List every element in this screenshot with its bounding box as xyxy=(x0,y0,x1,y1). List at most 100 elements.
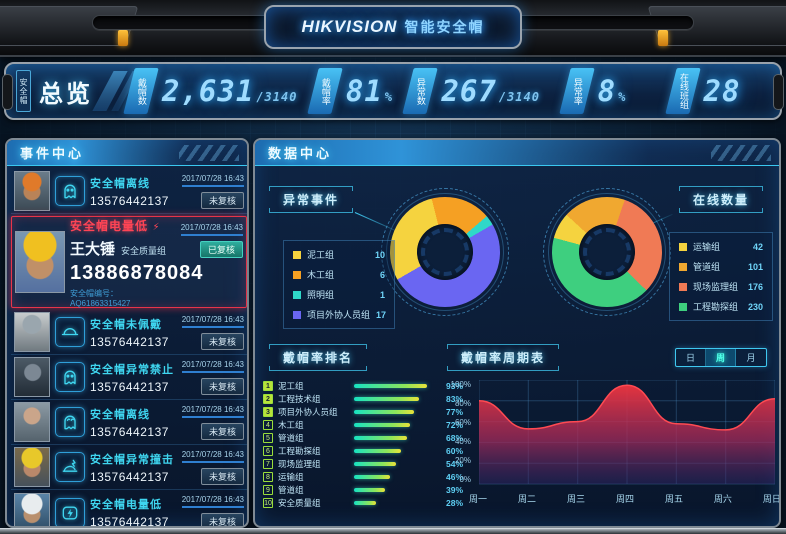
event-time: 2017/07/28 16:43 xyxy=(181,450,244,463)
rank-percent: 93% xyxy=(445,381,463,391)
rank-group-label: 项目外协人员组 xyxy=(278,407,338,417)
rank-percent: 39% xyxy=(445,485,463,495)
abnormal-donut-chart xyxy=(381,188,509,316)
period-label: 戴帽率周期表 xyxy=(447,344,560,371)
review-button[interactable]: 未复核 xyxy=(200,377,244,395)
event-row[interactable]: 安全帽异常禁止 13576442137 2017/07/28 16:43 未复核 xyxy=(11,355,247,400)
stat-value: 2,631/3140 xyxy=(162,74,298,108)
rank-percent: 72% xyxy=(445,420,463,430)
donut-tick-ring xyxy=(421,228,469,276)
event-title: 安全帽电量低 xyxy=(90,499,162,511)
lightning-icon: ⚡ xyxy=(152,221,160,233)
rank-number: 3 xyxy=(263,407,273,417)
legend-item[interactable]: 照明组 1 xyxy=(293,288,385,301)
overview-side-label: 安全帽 xyxy=(16,70,31,112)
online-donut-chart xyxy=(543,188,671,316)
rank-bar xyxy=(354,397,419,401)
event-phone: 13576442137 xyxy=(90,469,169,484)
ranking-row: 1 泥工组 93% xyxy=(263,380,463,392)
event-phone: 13576442137 xyxy=(90,193,169,208)
rank-number: 10 xyxy=(263,498,273,508)
rank-bar-track xyxy=(354,501,432,505)
abnormal-legend: 泥工组 10 木工组 6 照明组 1 项目外协人员组 17 xyxy=(283,240,395,329)
helmet-rate-ranking-chart: 1 泥工组 93% 2 工程技术组 83% 3 项目外协人员组 77% 4 木工组 72% 5 管道组 68… xyxy=(263,380,463,509)
overview-title: 总览 xyxy=(39,80,93,108)
rank-group-label: 木工组 xyxy=(278,420,304,430)
event-center-panel: 事件中心 安全帽离线 13576442137 2017/07/28 16:43 … xyxy=(5,138,249,528)
rank-bar xyxy=(354,475,391,479)
frame-slot-left xyxy=(92,15,272,30)
stat-label-tag: 戴帽数 xyxy=(123,68,159,114)
legend-value: 42 xyxy=(752,241,763,252)
legend-label: 管道组 xyxy=(693,262,721,272)
legend-label: 泥工组 xyxy=(307,250,335,260)
stat-value: 8% xyxy=(597,74,627,108)
rank-percent: 83% xyxy=(445,394,463,404)
review-button[interactable]: 已复核 xyxy=(199,241,243,258)
event-time: 2017/07/28 16:43 xyxy=(181,405,244,418)
stat-helmet-rate: 戴帽率 81% xyxy=(297,68,408,114)
stat-label: 异常数 xyxy=(415,77,426,105)
y-tick: 100% xyxy=(450,380,471,389)
stat-suffix: % xyxy=(618,90,627,104)
legend-item[interactable]: 管道组 101 xyxy=(679,260,763,273)
ranking-row: 6 工程勘探组 60% xyxy=(263,445,463,457)
legend-value: 101 xyxy=(747,261,763,272)
rank-percent: 60% xyxy=(445,446,463,456)
review-button[interactable]: 未复核 xyxy=(200,332,244,350)
review-button[interactable]: 未复核 xyxy=(200,191,244,209)
tab-month[interactable]: 月 xyxy=(746,353,756,363)
tab-day[interactable]: 日 xyxy=(676,349,706,366)
rank-group-label: 工程技术组 xyxy=(278,394,321,404)
y-tick: 40% xyxy=(454,437,471,446)
stat-suffix: /3140 xyxy=(256,90,298,104)
event-title: 安全帽离线 xyxy=(90,177,150,190)
review-button[interactable]: 未复核 xyxy=(200,513,244,526)
legend-value: 6 xyxy=(379,269,385,280)
stat-label-tag: 异常数 xyxy=(402,68,439,114)
stat-label-tag: 在线班组 xyxy=(664,68,701,114)
review-button[interactable]: 未复核 xyxy=(200,467,244,485)
ranking-row: 3 项目外协人员组 77% xyxy=(263,406,463,418)
event-row-selected[interactable]: 安全帽电量低 ⚡ 王大锤 安全质量组 13886878084 安全帽编号：AQ61… xyxy=(11,216,247,308)
event-row[interactable]: 安全帽离线 13576442137 2017/07/28 16:43 未复核 xyxy=(11,169,247,214)
rank-bar-track xyxy=(354,436,432,440)
event-row[interactable]: 安全帽离线 13576442137 2017/07/28 16:43 未复核 xyxy=(11,400,247,445)
x-tick: 周日 xyxy=(762,494,781,504)
legend-item[interactable]: 木工组 6 xyxy=(293,268,385,281)
rank-number: 6 xyxy=(263,446,273,456)
rank-bar xyxy=(354,384,427,388)
legend-item[interactable]: 项目外协人员组 17 xyxy=(293,308,386,321)
rank-percent: 68% xyxy=(445,433,463,443)
worker-group: 安全质量组 xyxy=(121,245,167,256)
event-row[interactable]: 安全帽异常撞击 13576442137 2017/07/28 16:43 未复核 xyxy=(11,445,247,490)
donut-decor-ring xyxy=(381,188,509,316)
ranking-row: 4 木工组 72% xyxy=(263,419,463,431)
rank-percent: 54% xyxy=(445,459,463,469)
rank-bar-track xyxy=(354,384,432,388)
stat-online-teams: 在线班组 28 xyxy=(651,68,762,114)
stat-suffix: /3140 xyxy=(498,90,540,104)
legend-item[interactable]: 运输组 42 xyxy=(679,240,763,253)
legend-value: 176 xyxy=(747,281,763,292)
legend-item[interactable]: 现场监理组 176 xyxy=(679,280,763,293)
event-row[interactable]: 安全帽电量低 13576442137 2017/07/28 16:43 未复核 xyxy=(11,490,247,526)
stat-label-tag: 异常率 xyxy=(558,68,595,114)
event-row[interactable]: 安全帽未佩戴 13576442137 2017/07/28 16:43 未复核 xyxy=(11,310,247,355)
rank-bar xyxy=(354,410,415,414)
ghost-icon xyxy=(55,362,85,392)
tab-week[interactable]: 周 xyxy=(706,349,736,366)
event-phone: 13886878084 xyxy=(70,261,204,284)
rank-bar-track xyxy=(354,397,432,401)
worker-photo xyxy=(14,447,50,487)
legend-item[interactable]: 工程勘探组 230 xyxy=(679,300,763,313)
rank-number: 8 xyxy=(263,472,273,482)
review-button[interactable]: 未复核 xyxy=(200,422,244,440)
event-title: 安全帽异常禁止 xyxy=(90,363,174,376)
legend-label: 工程勘探组 xyxy=(693,302,739,312)
stat-value: 28 xyxy=(703,74,741,108)
legend-item[interactable]: 泥工组 10 xyxy=(293,248,385,261)
helmet-number: 安全帽编号：AQ61863315427 xyxy=(70,288,131,308)
worker-photo xyxy=(15,231,65,293)
rank-bar-track xyxy=(354,423,432,427)
